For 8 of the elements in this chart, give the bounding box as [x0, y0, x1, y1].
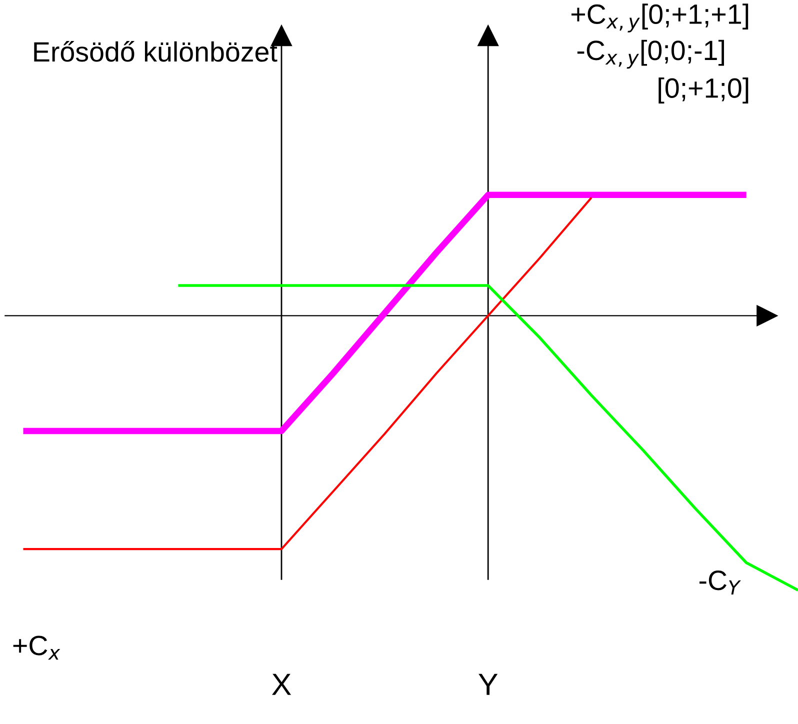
x-tick-label: Y [478, 674, 498, 695]
text: -C$_{x,y}$[0;0;-1] [577, 40, 724, 69]
annotation: -C$_{Y}$ [699, 570, 741, 595]
x-tick-label: X [272, 674, 292, 695]
chart-title: Erősödő különbözet [34, 41, 278, 62]
text: +C$_{x,y}$[0;+1;+1] [571, 4, 748, 32]
text: [0;+1;0] [658, 78, 748, 104]
text: +C$_{x}$ [13, 636, 60, 660]
